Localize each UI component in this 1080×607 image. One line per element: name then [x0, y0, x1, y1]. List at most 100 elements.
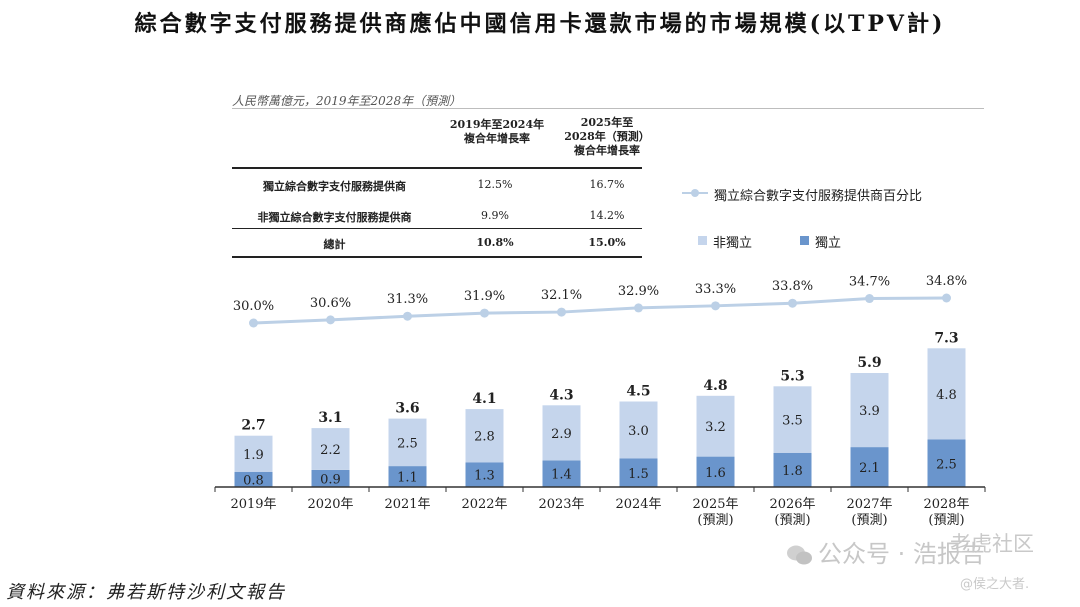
x-tick-label: 2024年: [615, 497, 661, 512]
bar-segment-non-independent: [927, 348, 966, 440]
watermark-handle: @侯之大者.: [960, 577, 1030, 592]
legend-label-non-independent: 非獨立: [713, 236, 753, 251]
data-label-independent: 1.5: [628, 467, 649, 482]
line-point: [711, 301, 720, 311]
bar-segment-non-independent: [311, 428, 350, 470]
data-label-total: 3.1: [318, 410, 342, 426]
data-label-total: 7.3: [934, 330, 958, 346]
x-tick-label: 2026年: [769, 497, 815, 512]
bar-segment-non-independent: [850, 373, 889, 448]
cagr-header-2025-2028: 2025年至 2028年（預測） 複合年增長率: [564, 116, 650, 157]
x-tick-label: 2027年: [846, 497, 892, 512]
table-row-label: 非獨立綜合數字支付服務提供商: [257, 211, 412, 224]
unit-label: 人民幣萬億元，2019年至2028年（預測）: [232, 94, 462, 108]
table-cell: 12.5%: [477, 178, 513, 191]
legend-swatch-non-independent: [698, 236, 707, 245]
line-data-label: 34.8%: [926, 274, 967, 289]
bar-segment-independent: [388, 466, 427, 487]
chart-title: 綜合數字支付服務提供商應佔中國信用卡還款市場的市場規模(以TPV計): [134, 11, 946, 37]
bar-segment-independent: [542, 460, 581, 487]
bar-segment-non-independent: [234, 435, 273, 472]
x-tick-label: 2021年: [384, 497, 430, 512]
bar-segment-independent: [234, 471, 273, 487]
wechat-icon: [787, 545, 812, 565]
x-tick-label: (預測): [697, 513, 733, 528]
data-label-non-independent: 3.5: [782, 414, 803, 429]
x-tick-label: 2028年: [923, 497, 969, 512]
data-label-non-independent: 1.9: [243, 448, 264, 463]
line-point: [326, 315, 335, 325]
line-data-label: 30.6%: [310, 296, 351, 311]
bar-segment-non-independent: [619, 401, 658, 459]
line-data-label: 32.1%: [541, 288, 582, 303]
data-label-total: 4.3: [549, 387, 573, 403]
x-tick-label: 2022年: [461, 497, 507, 512]
line-series-percentage: [253, 296, 947, 325]
bar-segment-non-independent: [388, 418, 427, 467]
data-label-non-independent: 3.9: [859, 404, 880, 419]
table-cell: 9.9%: [481, 209, 509, 222]
table-cell: 16.7%: [589, 178, 625, 191]
bar-segment-independent: [465, 462, 504, 487]
line-point: [557, 307, 566, 317]
data-label-total: 4.5: [626, 384, 650, 400]
data-label-total: 2.7: [241, 418, 265, 434]
table-cell: 14.2%: [589, 209, 625, 222]
line-data-label: 33.3%: [695, 282, 736, 297]
line-point: [249, 318, 258, 328]
data-label-non-independent: 3.2: [705, 420, 726, 435]
data-label-independent: 1.4: [551, 468, 572, 483]
data-label-non-independent: 4.8: [936, 388, 957, 403]
data-label-independent: 1.8: [782, 464, 803, 479]
bar-segment-non-independent: [465, 409, 504, 463]
table-row-label: 總計: [323, 238, 346, 251]
data-label-total: 5.9: [857, 355, 881, 371]
table-row-label: 獨立綜合數字支付服務提供商: [263, 180, 406, 193]
data-label-independent: 2.1: [859, 461, 880, 476]
line-data-label: 32.9%: [618, 284, 659, 299]
x-tick-label: (預測): [928, 513, 964, 528]
data-label-independent: 1.3: [474, 469, 495, 484]
legend-line-label: 獨立綜合數字支付服務提供商百分比: [714, 189, 923, 204]
data-label-independent: 2.5: [936, 457, 957, 472]
line-data-label: 30.0%: [233, 299, 274, 314]
legend-line-dot: [691, 189, 699, 197]
table-rule-bottom: [232, 256, 642, 258]
bar-segment-independent: [311, 469, 350, 487]
data-label-non-independent: 2.9: [551, 427, 572, 442]
line-point: [942, 293, 951, 303]
line-point: [788, 298, 797, 308]
line-data-label: 34.7%: [849, 275, 890, 290]
data-label-independent: 0.9: [320, 472, 341, 487]
x-tick-label: 2025年: [692, 497, 738, 512]
line-data-label: 31.3%: [387, 292, 428, 307]
data-label-total: 3.6: [395, 401, 419, 417]
data-label-independent: 1.1: [397, 471, 418, 486]
bar-segment-independent: [927, 439, 966, 487]
data-label-total: 4.1: [472, 391, 496, 407]
bar-segment-non-independent: [696, 395, 735, 457]
data-label-independent: 0.8: [243, 473, 264, 488]
line-point: [634, 303, 643, 313]
data-label-non-independent: 3.0: [628, 424, 649, 439]
table-rule-top: [232, 167, 642, 169]
cagr-header-2019-2024: 2019年至2024年 複合年增長率: [449, 118, 545, 145]
data-label-total: 5.3: [780, 368, 804, 384]
data-label-non-independent: 2.2: [320, 443, 341, 458]
table-cell: 10.8%: [476, 236, 514, 249]
table-cell: 15.0%: [588, 236, 626, 249]
data-label-non-independent: 2.5: [397, 436, 418, 451]
x-tick-label: 2023年: [538, 497, 584, 512]
line-point: [480, 308, 489, 318]
bar-segment-non-independent: [773, 386, 812, 453]
watermark-community: 老虎社区: [950, 532, 1034, 556]
bar-segment-independent: [696, 456, 735, 487]
unit-divider: [232, 108, 984, 109]
table-rule-mid: [232, 228, 642, 229]
stacked-bar-chart: 0.8 1.9 2.7 2019年 0.9 2.2 3.1 2020年 1.1 2.5 3.6 202…: [214, 274, 986, 528]
data-label-independent: 1.6: [705, 466, 726, 481]
watermark-account: 公众号 · 浩报告: [818, 540, 985, 568]
source-note: 資料來源：弗若斯特沙利文報告: [6, 582, 286, 603]
line-point: [403, 311, 412, 321]
bar-segment-independent: [619, 458, 658, 487]
